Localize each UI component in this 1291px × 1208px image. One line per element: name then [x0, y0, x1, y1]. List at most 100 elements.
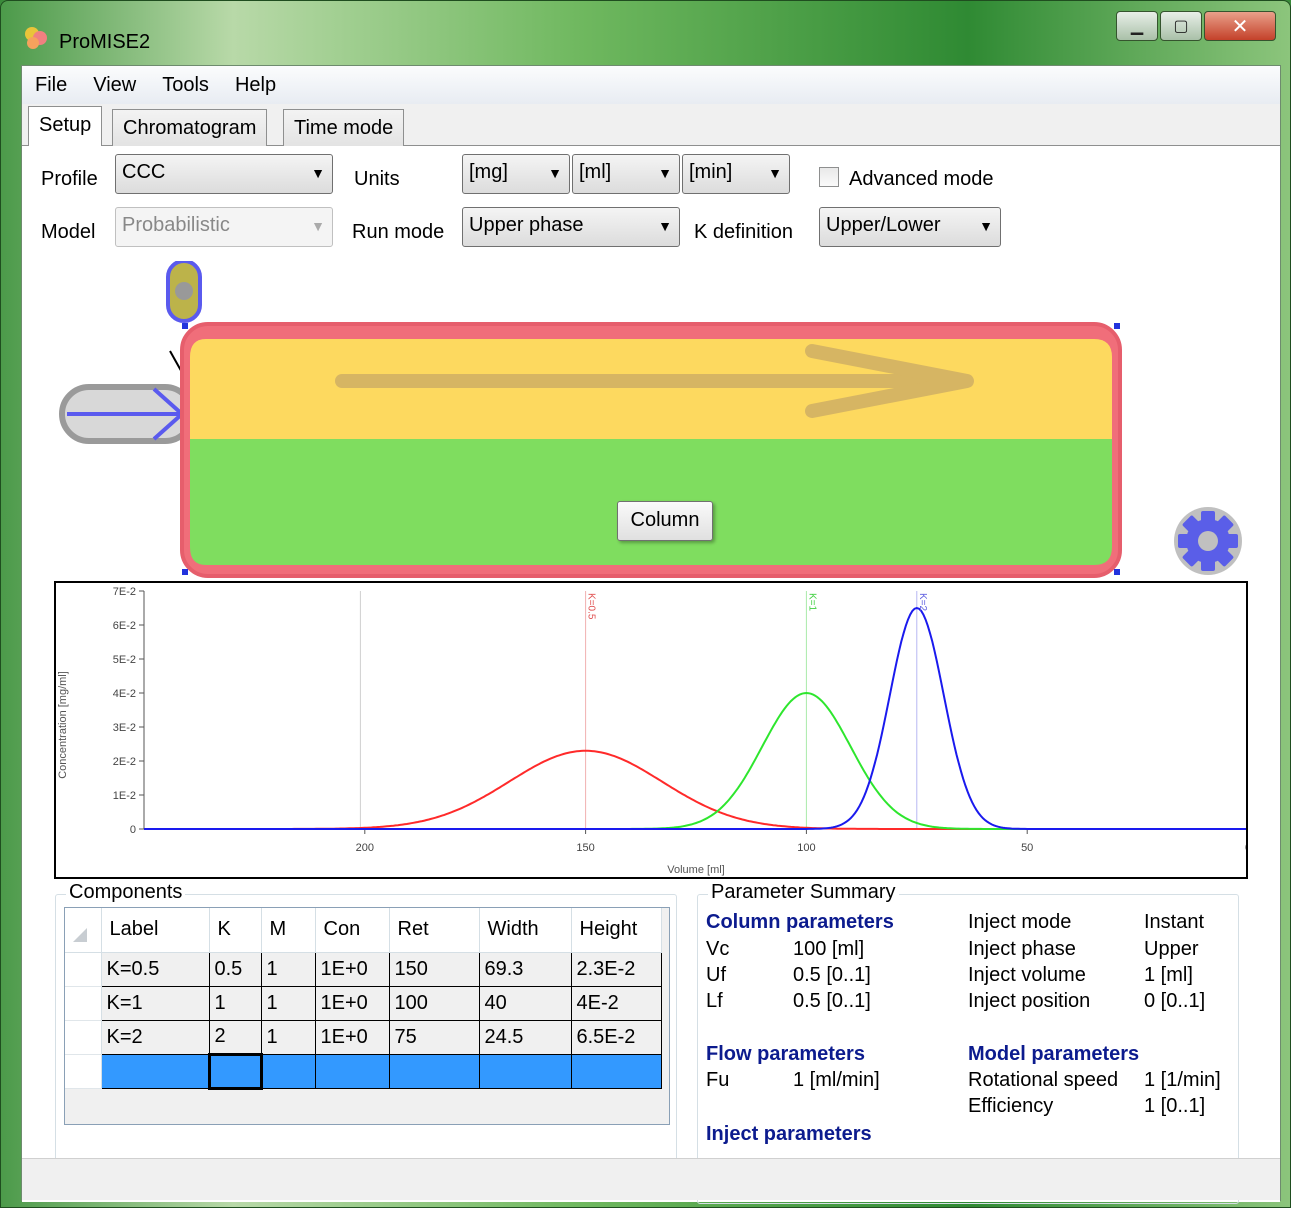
tab-setup[interactable]: Setup: [28, 106, 103, 147]
profile-value: CCC: [122, 161, 166, 183]
model-label: Model: [41, 221, 96, 243]
table-row[interactable]: K=0.5 0.5 1 1E+0 150 69.3 2.3E-2: [65, 951, 662, 987]
cell-k[interactable]: 2: [208, 1019, 262, 1055]
x-tick-label: 200: [356, 842, 374, 854]
new-cell-width[interactable]: [478, 1053, 572, 1089]
client-area: File View Tools Help Setup Chromatogram …: [21, 65, 1281, 1204]
gear-icon[interactable]: [1174, 507, 1242, 575]
status-bar: [22, 1158, 1280, 1200]
table-row[interactable]: K=1 1 1 1E+0 100 40 4E-2: [65, 985, 662, 1021]
model-params-heading: Model parameters: [968, 1043, 1140, 1065]
new-cell-height[interactable]: [570, 1053, 662, 1089]
y-tick-label: 7E-2: [113, 586, 136, 598]
chevron-down-icon: ▼: [311, 165, 325, 181]
volume-unit-value: [ml]: [579, 161, 612, 183]
tab-chromatogram[interactable]: Chromatogram: [112, 109, 268, 146]
rotational-speed-value: 1 [1/min]: [1144, 1069, 1221, 1091]
model-value: Probabilistic: [122, 214, 230, 236]
cell-k[interactable]: 1: [208, 985, 262, 1021]
new-cell-label[interactable]: [100, 1053, 210, 1089]
x-tick-label: 100: [797, 842, 815, 854]
mass-unit-select[interactable]: [mg] ▼: [462, 154, 570, 194]
menu-help[interactable]: Help: [234, 73, 277, 96]
chevron-down-icon: ▼: [311, 218, 325, 234]
fu-value: 1 [ml/min]: [793, 1069, 880, 1091]
row-header[interactable]: [65, 1054, 102, 1089]
new-cell-m[interactable]: [260, 1053, 316, 1089]
cell-label[interactable]: K=0.5: [100, 951, 210, 987]
minimize-button[interactable]: ▁: [1116, 11, 1158, 41]
inject-position-value: 0 [0..1]: [1144, 990, 1206, 1012]
cell-ret[interactable]: 150: [388, 951, 480, 987]
components-grid[interactable]: Label K M Con Ret Width Height K=0.5 0.5 1 1E+0 15…: [64, 907, 670, 1125]
run-mode-select[interactable]: Upper phase ▼: [462, 207, 680, 247]
cell-con[interactable]: 1E+0: [314, 951, 390, 987]
cell-m[interactable]: 1: [260, 1019, 316, 1055]
column-header-k[interactable]: K: [209, 908, 262, 953]
cell-ret[interactable]: 75: [388, 1019, 480, 1055]
series-line-k-0-5: [144, 749, 1246, 830]
tab-time-mode[interactable]: Time mode: [283, 109, 405, 146]
title-bar[interactable]: ProMISE2 ▁ ▢ ✕: [1, 1, 1290, 65]
row-header[interactable]: [65, 952, 102, 987]
cell-height[interactable]: 2.3E-2: [570, 951, 662, 987]
rotational-speed-label: Rotational speed: [968, 1069, 1119, 1091]
inject-mode-label: Inject mode: [968, 911, 1072, 933]
inlet-tube[interactable]: [59, 384, 195, 444]
profile-select[interactable]: CCC ▼: [115, 154, 333, 194]
components-table[interactable]: Label K M Con Ret Width Height K=0.5 0.5 1 1E+0 15…: [65, 908, 662, 1090]
cell-ret[interactable]: 100: [388, 985, 480, 1021]
vc-label: Vc: [706, 938, 730, 960]
chevron-down-icon: ▼: [658, 218, 672, 234]
grid-corner[interactable]: [65, 908, 102, 953]
row-header[interactable]: [65, 986, 102, 1021]
chromatogram-preview: 0 1E-2 2E-2 3E-2 4E-2 5E-2 6E-2 7E-2 200 150 100 50…: [54, 581, 1248, 879]
y-tick-label: 1E-2: [113, 790, 136, 802]
k-definition-select[interactable]: Upper/Lower ▼: [819, 207, 1001, 247]
column-header-width[interactable]: Width: [479, 908, 572, 953]
cell-label[interactable]: K=2: [100, 1019, 210, 1055]
menu-view[interactable]: View: [93, 73, 137, 96]
uf-label: Uf: [706, 964, 726, 986]
column-header-height[interactable]: Height: [571, 908, 662, 953]
column-button[interactable]: Column: [617, 501, 713, 541]
volume-unit-select[interactable]: [ml] ▼: [572, 154, 680, 194]
new-cell-con[interactable]: [314, 1053, 390, 1089]
table-row[interactable]: K=2 2 1 1E+0 75 24.5 6.5E-2: [65, 1019, 662, 1055]
cell-height[interactable]: 6.5E-2: [570, 1019, 662, 1055]
lf-label: Lf: [706, 990, 723, 1012]
close-button[interactable]: ✕: [1204, 11, 1276, 41]
maximize-button[interactable]: ▢: [1160, 11, 1202, 41]
run-mode-label: Run mode: [352, 221, 445, 243]
advanced-mode-checkbox[interactable]: [819, 167, 839, 187]
menu-tools[interactable]: Tools: [162, 73, 209, 96]
cell-height[interactable]: 4E-2: [570, 985, 662, 1021]
cell-m[interactable]: 1: [260, 985, 316, 1021]
column-header-m[interactable]: M: [261, 908, 316, 953]
cell-width[interactable]: 40: [478, 985, 572, 1021]
inject-volume-value: 1 [ml]: [1144, 964, 1193, 986]
new-cell-ret[interactable]: [388, 1053, 480, 1089]
cell-label[interactable]: K=1: [100, 985, 210, 1021]
cell-m[interactable]: 1: [260, 951, 316, 987]
chevron-down-icon: ▼: [979, 218, 993, 234]
new-row[interactable]: [65, 1052, 662, 1090]
time-unit-select[interactable]: [min] ▼: [682, 154, 790, 194]
profile-label: Profile: [41, 168, 98, 190]
row-header[interactable]: [65, 1020, 102, 1055]
column-body[interactable]: [180, 322, 1122, 578]
menu-file[interactable]: File: [35, 73, 68, 96]
cell-con[interactable]: 1E+0: [314, 985, 390, 1021]
column-header-ret[interactable]: Ret: [389, 908, 480, 953]
peak-marker-label: K=2: [917, 593, 928, 612]
column-header-con[interactable]: Con: [315, 908, 390, 953]
cell-width[interactable]: 69.3: [478, 951, 572, 987]
cell-k[interactable]: 0.5: [208, 951, 262, 987]
cell-con[interactable]: 1E+0: [314, 1019, 390, 1055]
cell-width[interactable]: 24.5: [478, 1019, 572, 1055]
efficiency-value: 1 [0..1]: [1144, 1095, 1206, 1117]
new-cell-k[interactable]: [207, 1052, 263, 1090]
inject-phase-value: Upper: [1144, 938, 1199, 960]
model-select[interactable]: Probabilistic ▼: [115, 207, 333, 247]
column-header-label[interactable]: Label: [101, 908, 210, 953]
